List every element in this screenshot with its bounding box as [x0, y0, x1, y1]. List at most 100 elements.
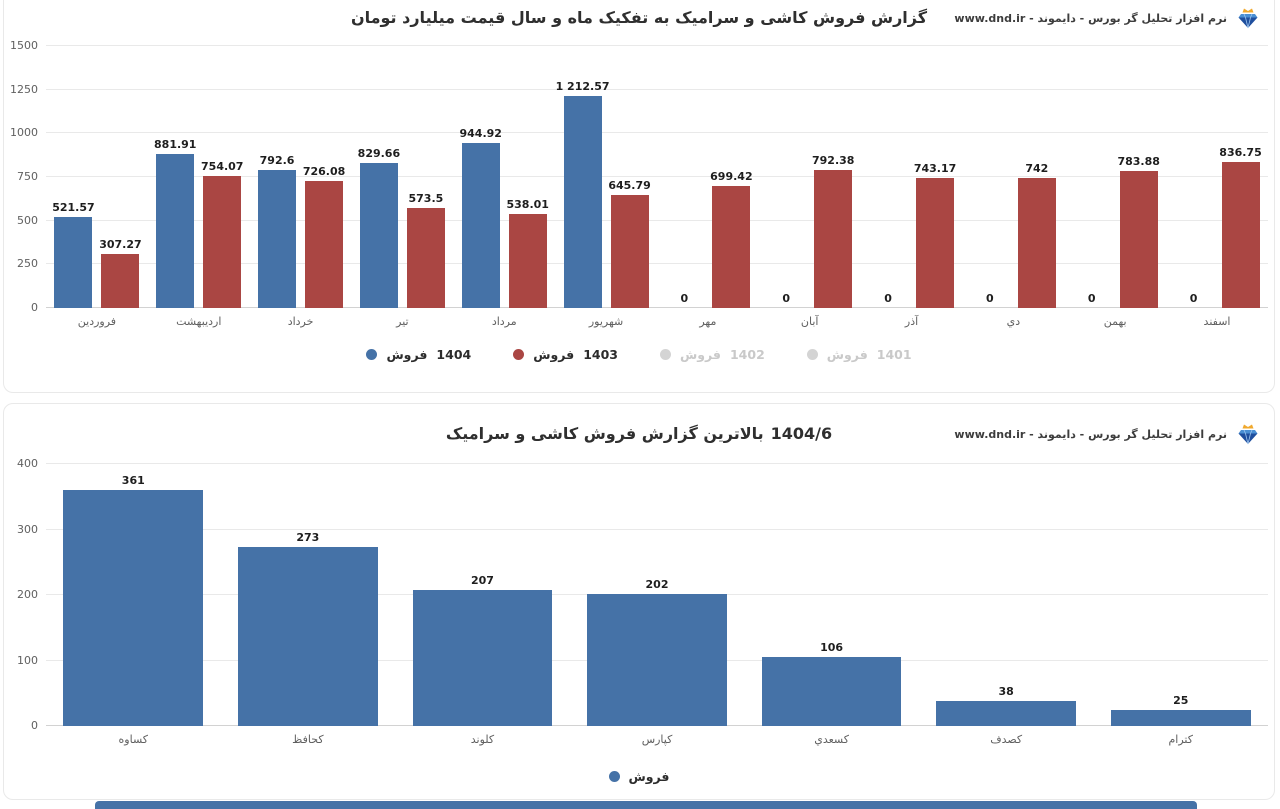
bar[interactable]: [712, 185, 751, 308]
bar-group: 944.92 538.01: [453, 46, 555, 308]
y-tick-label: 750: [17, 170, 38, 183]
bar[interactable]: [101, 254, 140, 308]
bar[interactable]: [1017, 178, 1056, 308]
x-category-label: تير: [396, 315, 409, 328]
bar-value-label: 521.57: [52, 200, 95, 214]
legend-series-year: 1404: [436, 347, 472, 362]
bar[interactable]: [1119, 171, 1158, 308]
bar-group: 0 742: [962, 46, 1064, 308]
y-tick-label: 200: [17, 588, 38, 601]
bar[interactable]: [54, 216, 93, 308]
bar[interactable]: [406, 207, 445, 308]
bar[interactable]: [1110, 709, 1251, 726]
brand: نرم افزار تحلیل گر بورس - دایموند - www.…: [954, 422, 1260, 446]
bar-column: 944.92: [459, 46, 502, 308]
bar[interactable]: [412, 590, 553, 726]
bar[interactable]: [359, 163, 398, 308]
legend-item[interactable]: فروش 1403: [513, 347, 618, 362]
bar-column: 521.57: [52, 46, 95, 308]
bar-column: 538.01: [507, 46, 549, 308]
monthly-sales-chart-card: گزارش فروش کاشی و سرامیک به تفکیک ماه و …: [3, 0, 1275, 393]
y-tick-label: 400: [17, 457, 38, 470]
x-category-label: كحافظ: [292, 733, 324, 746]
x-category-label: دي: [1006, 315, 1021, 328]
bar[interactable]: [156, 153, 195, 308]
brand-text: نرم افزار تحلیل گر بورس - دایموند - www.…: [954, 427, 1227, 441]
y-tick-label: 1500: [10, 39, 38, 52]
bar-group: 0 792.38: [759, 46, 861, 308]
gridline: [46, 263, 1268, 265]
legend-marker-dot: [608, 771, 620, 782]
bar[interactable]: [203, 176, 242, 308]
bar[interactable]: [936, 701, 1076, 726]
bar-column: 645.79: [608, 46, 651, 308]
bar-column: 742: [1017, 46, 1056, 308]
bar-column: 726.08: [302, 46, 346, 308]
legend-item[interactable]: فروش: [608, 769, 670, 784]
bar-column: 0: [869, 46, 907, 308]
bar-value-label: 25: [1173, 693, 1189, 707]
bar-column: 106: [761, 464, 902, 726]
bar-value-label: 742: [1025, 162, 1049, 176]
bar-column: 792.38: [812, 46, 854, 308]
bar-value-label: 1 212.57: [555, 80, 610, 94]
gridline: [46, 176, 1268, 177]
bar[interactable]: [610, 195, 649, 308]
bar[interactable]: [563, 96, 602, 308]
y-tick-label: 0: [31, 301, 38, 314]
legend-marker-dot: [513, 349, 525, 360]
legend-item[interactable]: فروش 1404: [366, 347, 471, 362]
bar[interactable]: [461, 142, 500, 308]
x-axis-line: [46, 307, 1268, 308]
bar-value-label: 307.27: [99, 238, 142, 252]
chart-title-text: بالاترین گزارش فروش کاشی و سرامیک: [445, 424, 764, 443]
bar-column: 273: [238, 464, 378, 726]
legend-series-word: فروش: [386, 347, 428, 362]
x-axis: فروردين ارديبهشت خرداد تير مرداد شهريور مهر آبا…: [46, 308, 1268, 335]
bar[interactable]: [1221, 161, 1260, 308]
x-category-label: ارديبهشت: [176, 315, 222, 328]
bar-value-label: 0: [680, 292, 689, 305]
bar[interactable]: [305, 181, 344, 308]
legend-item[interactable]: فروش 1402: [660, 347, 765, 362]
bar-column: 743.17: [914, 46, 956, 308]
bar-group: 25: [1093, 464, 1268, 726]
bar-column: 836.75: [1219, 46, 1262, 308]
diamond-icon: [1238, 424, 1258, 445]
bar[interactable]: [258, 169, 297, 308]
bar[interactable]: [761, 656, 902, 726]
bar-value-label: 783.88: [1117, 155, 1160, 169]
bar[interactable]: [508, 214, 547, 308]
brand: نرم افزار تحلیل گر بورس - دایموند - www.…: [954, 6, 1260, 30]
legend-series-year: 1401: [876, 347, 912, 362]
bar-column: 1 212.57: [556, 46, 610, 308]
y-tick-label: 500: [17, 213, 38, 227]
bar-value-label: 273: [296, 531, 320, 545]
bar[interactable]: [63, 489, 204, 726]
bar-value-label: 0: [1189, 292, 1198, 305]
x-category-label: خرداد: [287, 315, 314, 328]
bar-value-label: 944.92: [459, 126, 502, 140]
y-tick-label: 1000: [10, 126, 38, 140]
bar-group: 273: [221, 464, 396, 726]
bottom-clipped-scrollbar[interactable]: [95, 801, 1197, 809]
legend-item[interactable]: فروش 1401: [806, 347, 912, 362]
plot-wrap: 0 100 200 300 400 361 273 207 202 106 38 25: [4, 458, 1274, 731]
bar-column: 573.5: [406, 46, 445, 308]
bar[interactable]: [814, 169, 853, 308]
bar-group: 202: [570, 464, 745, 726]
x-category-label: مرداد: [491, 315, 517, 328]
legend-series-word: فروش: [628, 769, 670, 784]
bar[interactable]: [587, 593, 727, 726]
top-companies-chart-card: بالاترین گزارش فروش کاشی و سرامیک 1404/6…: [3, 403, 1275, 800]
bar-value-label: 0: [986, 292, 994, 305]
y-tick-label: 0: [31, 719, 38, 732]
legend-series-word: فروش: [826, 347, 868, 362]
bar-group: 881.91 754.07: [148, 46, 250, 308]
bar[interactable]: [238, 547, 378, 726]
bar-value-label: 726.08: [302, 165, 346, 179]
bar[interactable]: [916, 178, 955, 308]
bar-column: 829.66: [358, 46, 400, 308]
bar-group: 361: [46, 464, 221, 726]
bar-column: 783.88: [1117, 46, 1160, 308]
